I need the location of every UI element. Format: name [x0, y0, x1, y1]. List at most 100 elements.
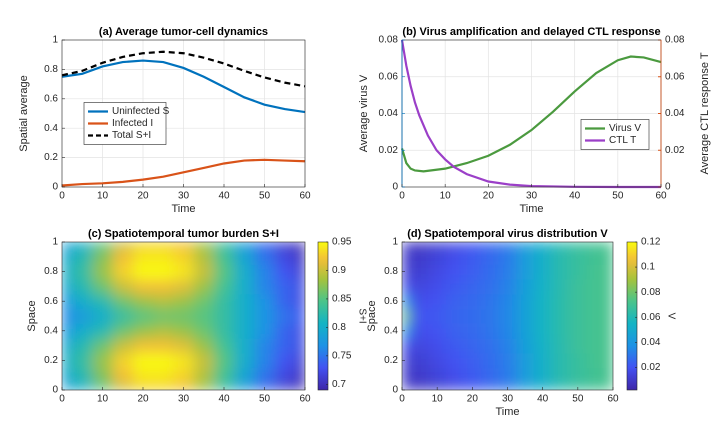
heatmap-cell: [551, 308, 570, 324]
colorbar-tick-label: 0.75: [332, 350, 352, 361]
x-tick-label: 30: [178, 394, 190, 405]
heatmap-cell: [445, 279, 465, 295]
heatmap-cell: [234, 264, 255, 280]
heatmap-cell: [410, 264, 429, 280]
heatmap-cell: [402, 242, 412, 250]
x-tick-label: 60: [655, 191, 667, 202]
heatmap-cell: [569, 353, 588, 369]
heatmap-cell: [132, 279, 154, 295]
heatmap-cell: [481, 382, 500, 390]
heatmap-cell: [193, 367, 215, 384]
colorbar: [317, 241, 329, 391]
y-tick-label: 0: [52, 385, 58, 396]
heatmap-cell: [92, 338, 114, 354]
heatmap-cell: [481, 323, 500, 339]
heatmap-cell: [72, 279, 93, 295]
x-tick-label: 40: [537, 394, 549, 405]
heatmap-cell: [402, 293, 412, 310]
panel: (c) Spatiotemporal tumor burden S+I 0.7 0.…: [26, 228, 367, 405]
heatmap-cell: [62, 323, 73, 339]
y-axis-label: Space: [366, 300, 378, 331]
heatmap-cell: [62, 264, 73, 280]
heatmap-cell: [445, 338, 465, 354]
y-tick-label: 0.8: [44, 266, 58, 277]
heatmap-cell: [410, 353, 429, 369]
x-tick-label: 0: [399, 394, 405, 405]
heatmap-cell: [92, 367, 114, 384]
series-line: [400, 39, 661, 189]
x-axis-label: Time: [495, 406, 519, 418]
heatmap-cell: [498, 293, 517, 310]
heatmap-cell: [193, 293, 215, 310]
heatmap-cell: [213, 293, 235, 310]
heatmap-cell: [72, 353, 93, 369]
heatmap-cell: [62, 249, 73, 265]
heatmap-cell: [254, 323, 276, 339]
heatmap-cell: [445, 249, 465, 265]
heatmap-cell: [294, 308, 305, 324]
heatmap-cell: [112, 367, 134, 384]
heatmap-cell: [92, 293, 114, 310]
colorbar-tick-label: 0.85: [332, 294, 352, 305]
y-tick-label: 0.6: [384, 296, 398, 307]
x-tick-label: 60: [607, 394, 619, 405]
heatmap-cell: [586, 242, 605, 250]
heatmap-cell: [586, 293, 605, 310]
colorbar-tick-label: 0.12: [641, 237, 661, 248]
heatmap-cell: [551, 249, 570, 265]
heatmap-cell: [294, 338, 305, 354]
heatmap-cell: [481, 279, 500, 295]
heatmap-cell: [153, 382, 174, 390]
heatmap-cell: [463, 382, 482, 390]
heatmap-cell: [173, 249, 195, 265]
x-tick-label: 20: [467, 394, 479, 405]
y-tick-label: 0.2: [44, 152, 58, 163]
heatmap-cell: [604, 382, 613, 390]
heatmap-cell: [569, 249, 588, 265]
heatmap-cell: [551, 353, 570, 369]
heatmap-cell: [213, 242, 235, 250]
x-tick-label: 60: [299, 191, 311, 202]
heatmap-cell: [173, 353, 195, 369]
heatmap-cell: [428, 382, 447, 390]
heatmap-cell: [402, 323, 412, 339]
legend-box: [580, 119, 650, 150]
heatmap-cell: [410, 338, 429, 354]
heatmap-cell: [92, 279, 114, 295]
panel: (d) Spatiotemporal virus distribution V 0…: [366, 228, 676, 418]
heatmap-cell: [402, 279, 412, 295]
y2-tick-label: 0.06: [665, 71, 685, 82]
heatmap-cell: [112, 249, 134, 265]
heatmap-cell: [234, 308, 255, 324]
colorbar-label: S+I: [356, 308, 367, 323]
heatmap-cell: [72, 382, 93, 390]
heatmap-cell: [498, 249, 517, 265]
heatmap-cell: [402, 338, 412, 354]
y-tick-label: 0.04: [379, 108, 399, 119]
heatmap-cell: [463, 242, 482, 250]
heatmap-cell: [112, 323, 134, 339]
heatmap-cell: [294, 249, 305, 265]
heatmap-cell: [274, 308, 296, 324]
heatmap-cell: [153, 293, 174, 310]
heatmap-cell: [254, 264, 276, 280]
x-tick-label: 40: [218, 394, 230, 405]
heatmap-cell: [132, 249, 154, 265]
x-tick-label: 10: [97, 394, 109, 405]
heatmap-cell: [254, 293, 276, 310]
heatmap-cell: [402, 367, 412, 384]
heatmap-cell: [516, 249, 535, 265]
heatmap-cell: [213, 249, 235, 265]
heatmap-cell: [234, 382, 255, 390]
heatmap-cell: [410, 382, 429, 390]
heatmap-cell: [463, 249, 482, 265]
heatmap-cell: [112, 338, 134, 354]
x-tick-label: 10: [440, 191, 452, 202]
x-axis-label: Time: [519, 203, 543, 215]
legend-label: Total S+I: [112, 130, 151, 141]
heatmap-cell: [62, 353, 73, 369]
heatmap-cell: [62, 293, 73, 310]
heatmap-cell: [274, 323, 296, 339]
heatmap-cell: [604, 293, 613, 310]
heatmap-cell: [153, 367, 174, 384]
